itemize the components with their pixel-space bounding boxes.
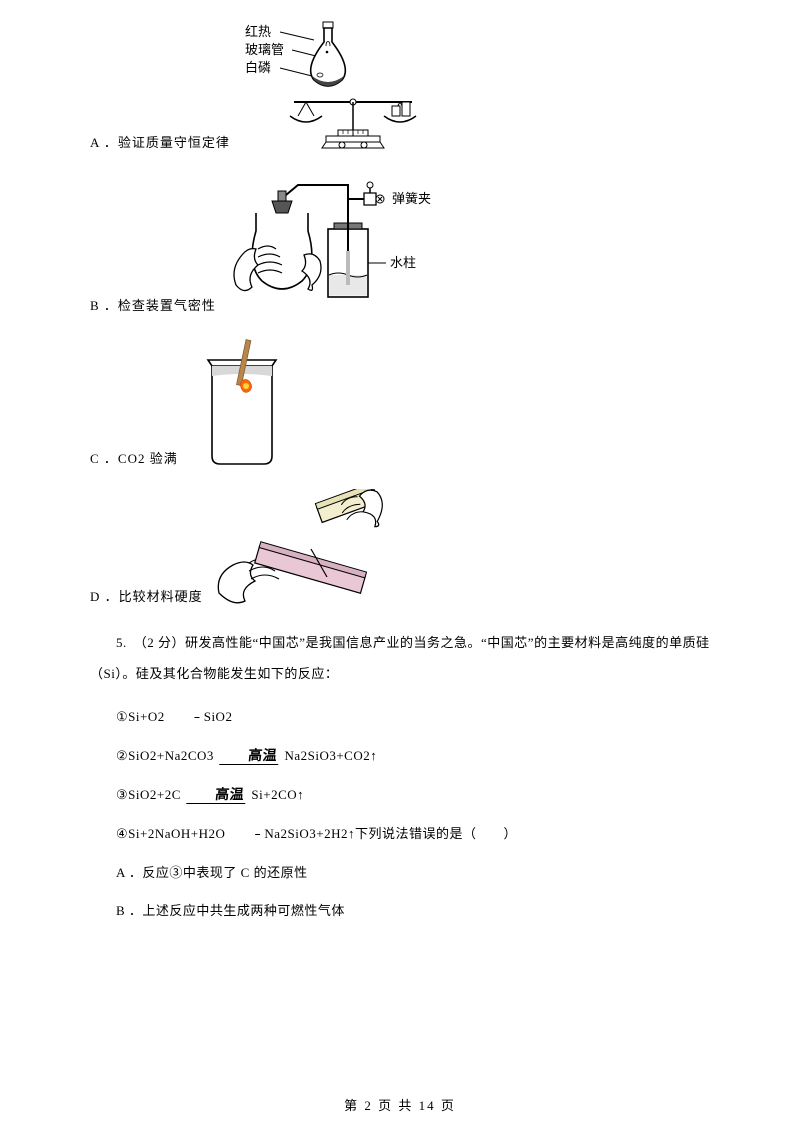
option-a-figure: 红热 玻璃管 白磷: [242, 20, 427, 155]
q5-eq2: ②SiO2+Na2CO3 高温 Na2SiO3+CO2↑: [90, 746, 710, 767]
eq2-left: ②SiO2+Na2CO3: [116, 748, 218, 763]
clamp-icon: [348, 182, 384, 205]
airtightness-apparatus-icon: 弹簧夹 水柱: [228, 173, 438, 318]
option-b-figure: 弹簧夹 水柱: [228, 173, 438, 318]
option-b-label: B ．检查装置气密性: [90, 295, 216, 318]
option-d-label: D ．比较材料硬度: [90, 586, 203, 609]
anno-glassTube: 玻璃管: [245, 42, 284, 57]
eq3-cond: 高温: [186, 789, 247, 804]
option-d-row: D ．比较材料硬度: [90, 489, 710, 609]
anno-waterColumn: 水柱: [390, 255, 416, 270]
eq2-right: Na2SiO3+CO2↑: [281, 748, 378, 763]
anno-springClip: 弹簧夹: [392, 191, 431, 206]
footer-page: 2: [364, 1098, 373, 1113]
eq3-right: Si+2CO↑: [248, 787, 304, 802]
option-d-figure: [215, 489, 395, 609]
eq1-left: ①Si+O2: [116, 709, 168, 724]
q5-optB: B ．上述反应中共生成两种可燃性气体: [90, 901, 710, 922]
option-c-figure: [190, 336, 295, 471]
page: A ．验证质量守恒定律 红热 玻璃管 白磷: [0, 0, 800, 1132]
footer-total: 14: [419, 1098, 436, 1113]
eq3-left: ③SiO2+2C: [116, 787, 185, 802]
footer-suffix: 页: [436, 1098, 456, 1113]
q5-eq4: ④Si+2NaOH+H2O ⎯ Na2SiO3+2H2↑下列说法错误的是（ ）: [90, 824, 710, 845]
option-c-row: C ．CO2 验满: [90, 336, 710, 471]
balance-flask-icon: 红热 玻璃管 白磷: [242, 20, 427, 155]
q5-optA: A ．反应③中表现了 C 的还原性: [90, 863, 710, 884]
eq4-right: Na2SiO3+2H2↑下列说法错误的是（ ）: [261, 826, 517, 841]
eq1-right: SiO2: [200, 709, 232, 724]
anno-whitePhos: 白磷: [245, 60, 271, 75]
q5-eq1: ①Si+O2 ⎯ SiO2: [90, 707, 710, 728]
footer-mid: 页 共: [373, 1098, 419, 1113]
gas-bottle-icon: [328, 223, 368, 297]
q5-eq3: ③SiO2+2C 高温 Si+2CO↑: [90, 785, 710, 806]
option-a-label: A ．验证质量守恒定律: [90, 132, 230, 155]
co2-full-check-icon: [190, 336, 295, 471]
page-footer: 第 2 页 共 14 页: [0, 1095, 800, 1114]
arrow-icon: ⎯: [168, 710, 200, 726]
option-c-label: C ．CO2 验满: [90, 448, 178, 471]
footer-prefix: 第: [344, 1098, 364, 1113]
anno-redHot: 红热: [245, 24, 271, 39]
hardness-compare-icon: [215, 489, 395, 609]
arrow-icon: ⎯: [229, 827, 261, 843]
option-a-row: A ．验证质量守恒定律 红热 玻璃管 白磷: [90, 20, 710, 155]
q5-stem: 5. （2 分）研发高性能“中国芯”是我国信息产业的当务之急。“中国芯”的主要材…: [90, 627, 710, 689]
flask-icon: [311, 22, 346, 86]
eq2-cond: 高温: [219, 750, 280, 765]
right-hand-icon: [315, 489, 389, 544]
eq4-left: ④Si+2NaOH+H2O: [116, 826, 229, 841]
balance-icon: [290, 90, 416, 148]
option-b-row: B ．检查装置气密性: [90, 173, 710, 318]
